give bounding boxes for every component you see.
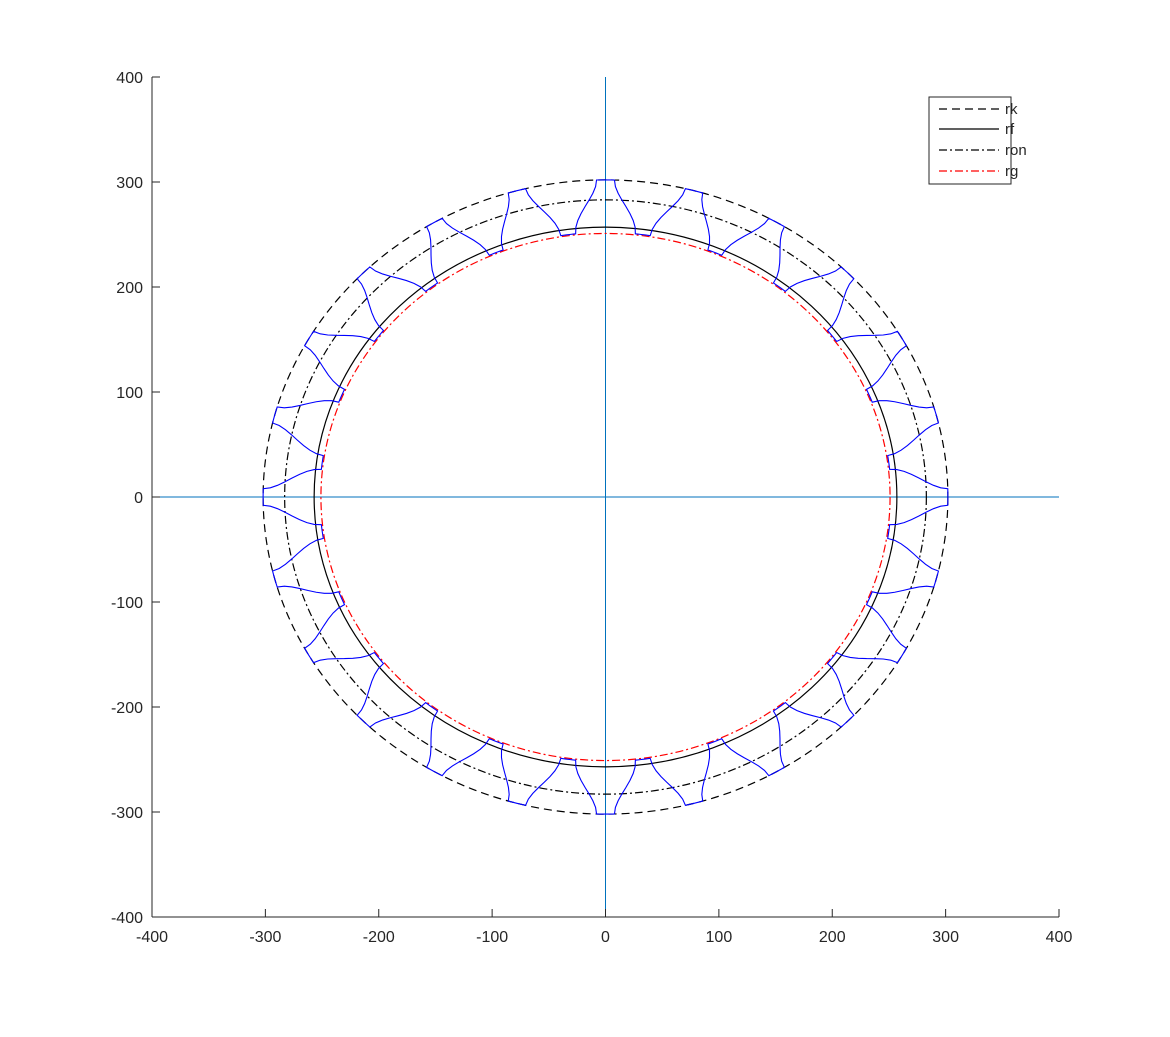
- y-tick-label: -300: [111, 805, 143, 822]
- x-tick-label: -100: [476, 929, 508, 946]
- x-tick-label: 0: [601, 929, 610, 946]
- x-tick-label: -200: [363, 929, 395, 946]
- x-tick-label: -300: [249, 929, 281, 946]
- y-tick-label: 100: [116, 385, 143, 402]
- y-tick-label: -200: [111, 700, 143, 717]
- x-tick-label: -400: [136, 929, 168, 946]
- x-tick-label: 200: [819, 929, 846, 946]
- x-tick-label: 100: [706, 929, 733, 946]
- x-tick-label: 300: [932, 929, 959, 946]
- x-tick-label: 400: [1046, 929, 1073, 946]
- y-tick-label: 400: [116, 70, 143, 87]
- y-tick-label: 300: [116, 175, 143, 192]
- y-tick-label: -400: [111, 910, 143, 927]
- legend-label-ron: ron: [1005, 142, 1027, 159]
- y-tick-label: -100: [111, 595, 143, 612]
- legend-label-rk: rk: [1005, 101, 1018, 118]
- y-tick-label: 0: [134, 490, 143, 507]
- y-tick-label: 200: [116, 280, 143, 297]
- legend-label-rg: rg: [1005, 163, 1018, 180]
- legend-label-rf: rf: [1005, 121, 1015, 138]
